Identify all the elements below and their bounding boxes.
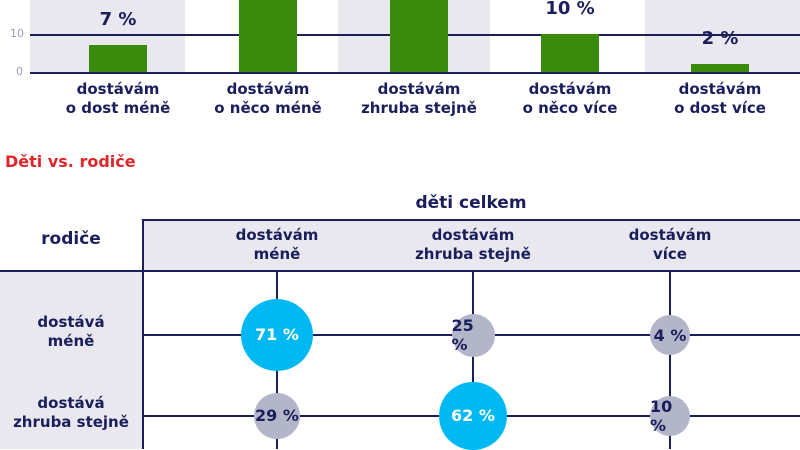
column-header: dostávám méně bbox=[235, 226, 319, 263]
bar bbox=[541, 34, 599, 72]
x-tick-label: dostávám o něco více bbox=[522, 80, 618, 117]
x-axis bbox=[30, 72, 800, 74]
column-header: dostávám více bbox=[628, 226, 712, 263]
bar-value-label: 7 % bbox=[99, 9, 137, 31]
x-tick-label: dostávám o něco méně bbox=[214, 80, 322, 117]
header-row bbox=[142, 219, 800, 271]
divider bbox=[0, 270, 800, 272]
row-header: dostává zhruba stejně bbox=[13, 394, 129, 431]
grid-line bbox=[472, 271, 474, 449]
bubble: 10 % bbox=[650, 396, 690, 436]
x-tick-label: dostávám zhruba stejně bbox=[361, 80, 477, 117]
section-title: Děti vs. rodiče bbox=[5, 152, 136, 171]
row-header-column bbox=[0, 271, 142, 449]
y-tick: 10 bbox=[10, 27, 24, 40]
bubble: 71 % bbox=[240, 298, 314, 372]
column-group-title: děti celkem bbox=[415, 193, 527, 213]
bubble: 25 % bbox=[451, 313, 495, 357]
grid-line bbox=[669, 271, 671, 449]
bar bbox=[390, 0, 448, 72]
bubble: 62 % bbox=[439, 382, 507, 450]
row-group-title: rodiče bbox=[41, 229, 101, 249]
bar bbox=[239, 0, 297, 72]
bar bbox=[691, 64, 749, 72]
column-header: dostávám zhruba stejně bbox=[415, 226, 531, 263]
x-tick-label: dostávám o dost méně bbox=[65, 80, 171, 117]
bar bbox=[89, 45, 147, 72]
bubble: 29 % bbox=[253, 392, 301, 440]
row-header: dostává méně bbox=[37, 313, 105, 350]
y-tick: 0 bbox=[16, 65, 23, 78]
bar-value-label: 10 % bbox=[545, 0, 595, 19]
bubble: 4 % bbox=[650, 315, 690, 355]
bar-value-label: 2 % bbox=[701, 28, 739, 50]
column-background bbox=[645, 0, 800, 72]
x-tick-label: dostávám o dost více bbox=[674, 80, 766, 117]
